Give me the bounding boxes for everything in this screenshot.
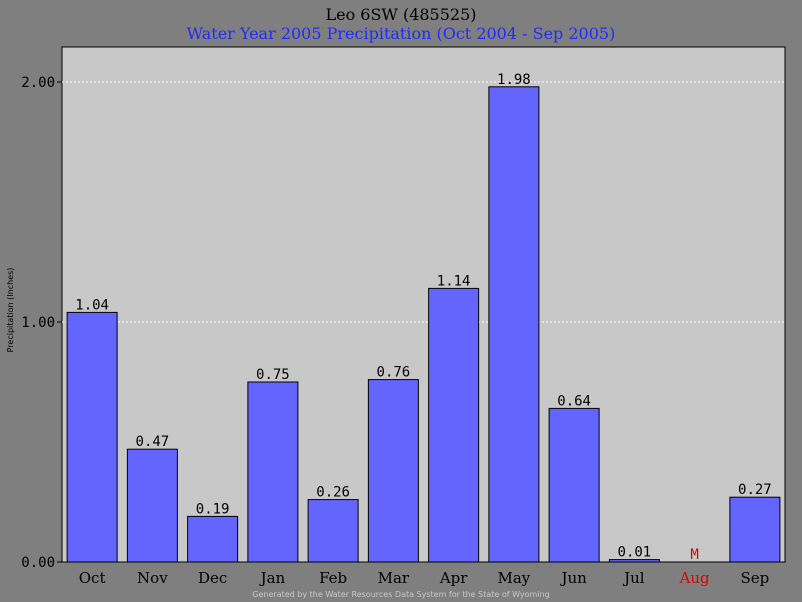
data-label-jan: 0.75	[256, 367, 290, 383]
x-tick-label-feb: Feb	[319, 569, 347, 587]
data-label-jul: 0.01	[618, 545, 652, 561]
data-label-sep: 0.27	[738, 482, 772, 498]
x-tick-label-oct: Oct	[79, 569, 106, 587]
data-label-feb: 0.26	[316, 485, 350, 501]
x-tick-label-jun: Jun	[559, 569, 587, 587]
x-tick-label-mar: Mar	[378, 569, 410, 587]
x-tick-label-may: May	[497, 569, 530, 587]
data-label-aug: M	[690, 547, 698, 563]
data-label-nov: 0.47	[136, 434, 170, 450]
bar-nov	[126, 448, 178, 563]
chart-title: Leo 6SW (485525)	[325, 5, 477, 24]
x-tick-label-jul: Jul	[622, 569, 645, 587]
bar-oct	[66, 311, 118, 563]
bar-sep	[729, 496, 781, 563]
footer-credit: Generated by the Water Resources Data Sy…	[252, 590, 550, 599]
data-label-apr: 1.14	[437, 273, 471, 289]
x-tick-label-nov: Nov	[137, 569, 168, 587]
data-label-oct: 1.04	[75, 297, 109, 313]
data-label-jun: 0.64	[557, 393, 591, 409]
data-label-mar: 0.76	[377, 365, 411, 381]
x-tick-label-aug: Aug	[679, 569, 710, 587]
bar-mar	[367, 379, 419, 563]
data-label-may: 1.98	[497, 72, 531, 88]
x-tick-label-dec: Dec	[198, 569, 227, 587]
data-label-dec: 0.19	[196, 501, 230, 517]
plot-area	[61, 46, 786, 563]
chart-subtitle: Water Year 2005 Precipitation (Oct 2004 …	[186, 24, 616, 43]
bar-may	[488, 86, 540, 563]
bar-apr	[428, 287, 480, 563]
x-tick-label-jan: Jan	[259, 569, 286, 587]
x-tick-label-apr: Apr	[439, 569, 468, 587]
bar-jun	[548, 407, 600, 563]
y-tick-label: 0.00	[21, 555, 55, 571]
x-tick-label-sep: Sep	[740, 569, 769, 587]
bar-jan	[247, 381, 299, 563]
bar-feb	[307, 499, 359, 563]
y-tick-label: 1.00	[21, 315, 55, 331]
bar-dec	[187, 515, 239, 563]
y-tick-label: 2.00	[21, 75, 55, 91]
